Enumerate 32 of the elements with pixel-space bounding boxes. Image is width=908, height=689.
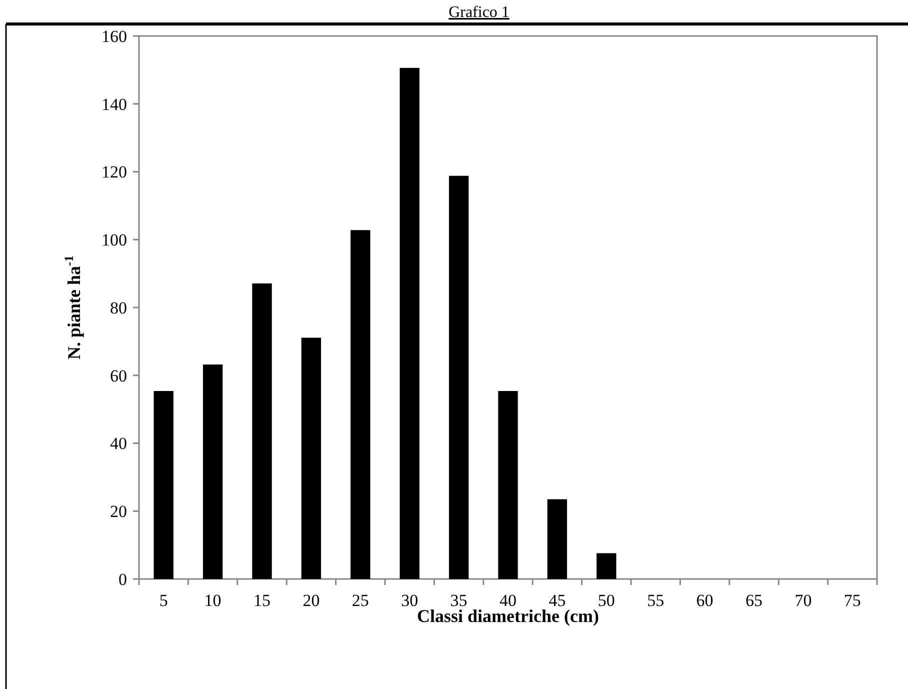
x-tick-label: 70 [794, 591, 812, 610]
bar [301, 338, 322, 579]
bar [498, 390, 518, 579]
x-tick-label: 75 [844, 591, 861, 610]
x-tick-label: 5 [159, 591, 168, 610]
y-tick-label: 160 [102, 26, 127, 46]
x-tick-label: 30 [401, 591, 418, 610]
bar [547, 499, 568, 579]
y-tick-label: 0 [118, 570, 127, 589]
y-tick-label: 80 [110, 298, 127, 318]
y-tick-label: 120 [102, 162, 127, 182]
bar [252, 283, 272, 579]
bar [202, 364, 223, 579]
x-tick-label: 50 [598, 591, 615, 610]
x-tick-label: 65 [746, 591, 762, 610]
bar [154, 390, 174, 579]
x-tick-label: 60 [696, 591, 714, 610]
bar [596, 553, 616, 579]
bar [448, 176, 469, 579]
chart-title: Grafico 1 [448, 4, 510, 21]
x-tick-label: 25 [352, 591, 369, 610]
bar [400, 68, 420, 579]
x-tick-label: 10 [204, 591, 222, 610]
x-tick-label: 20 [302, 591, 320, 610]
y-tick-label: 20 [110, 502, 127, 522]
x-tick-label: 15 [254, 591, 270, 610]
bar [350, 230, 370, 579]
y-tick-label: 60 [110, 366, 127, 386]
y-tick-label: 40 [110, 434, 127, 454]
y-tick-label: 100 [102, 230, 127, 250]
x-tick-label: 55 [647, 591, 664, 610]
y-tick-label: 140 [102, 94, 127, 114]
